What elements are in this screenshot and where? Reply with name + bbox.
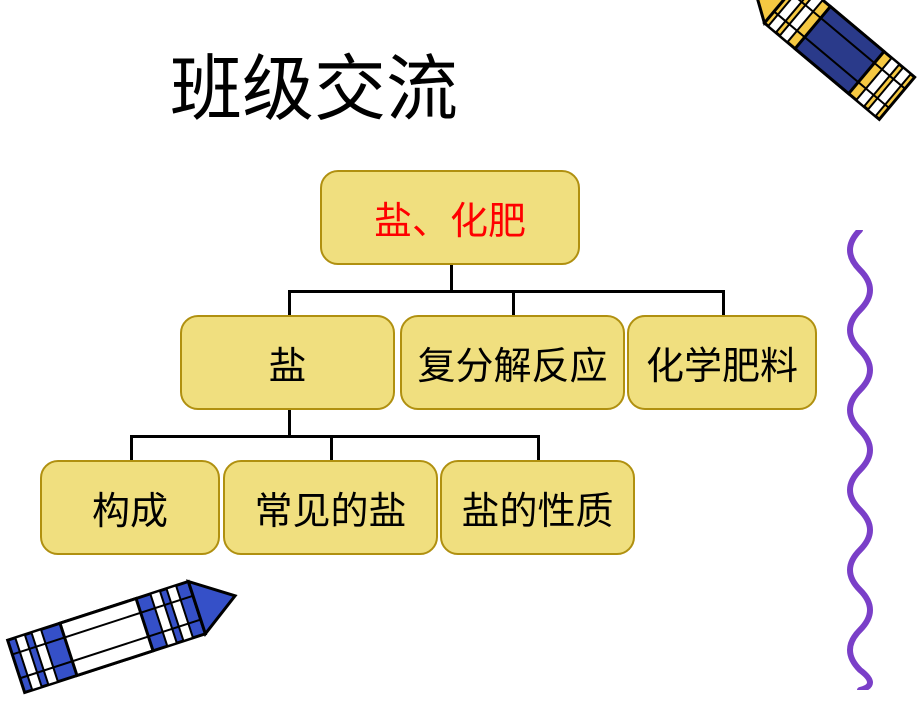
node-root: 盐、化肥 [320, 170, 580, 265]
node-fertilizer: 化学肥料 [627, 315, 817, 410]
page-title: 班级交流 [170, 30, 458, 135]
node-salt: 盐 [180, 315, 395, 410]
connector-l1-v2 [512, 290, 515, 315]
connector-l1-hbar [288, 290, 722, 293]
connector-l2-v1 [130, 435, 133, 460]
connector-l1-v3 [722, 290, 725, 315]
node-salt-property: 盐的性质 [440, 460, 635, 555]
node-salt-property-label: 盐的性质 [461, 480, 613, 535]
node-root-label: 盐、化肥 [374, 190, 526, 245]
node-metathesis: 复分解反应 [400, 315, 625, 410]
node-salt-label: 盐 [268, 335, 306, 390]
connector-salt-down [288, 410, 291, 435]
connector-l2-hbar [130, 435, 537, 438]
connector-root-down [450, 265, 453, 290]
squiggle-icon [830, 230, 890, 690]
connector-l1-v1 [288, 290, 291, 315]
node-common-salt-label: 常见的盐 [254, 480, 406, 535]
node-common-salt: 常见的盐 [223, 460, 438, 555]
crayon-blue-icon [0, 510, 250, 710]
crayon-yellow-icon [710, 0, 920, 210]
connector-l2-v3 [537, 435, 540, 460]
node-fertilizer-label: 化学肥料 [646, 335, 798, 390]
node-metathesis-label: 复分解反应 [417, 335, 607, 390]
connector-l2-v2 [330, 435, 333, 460]
